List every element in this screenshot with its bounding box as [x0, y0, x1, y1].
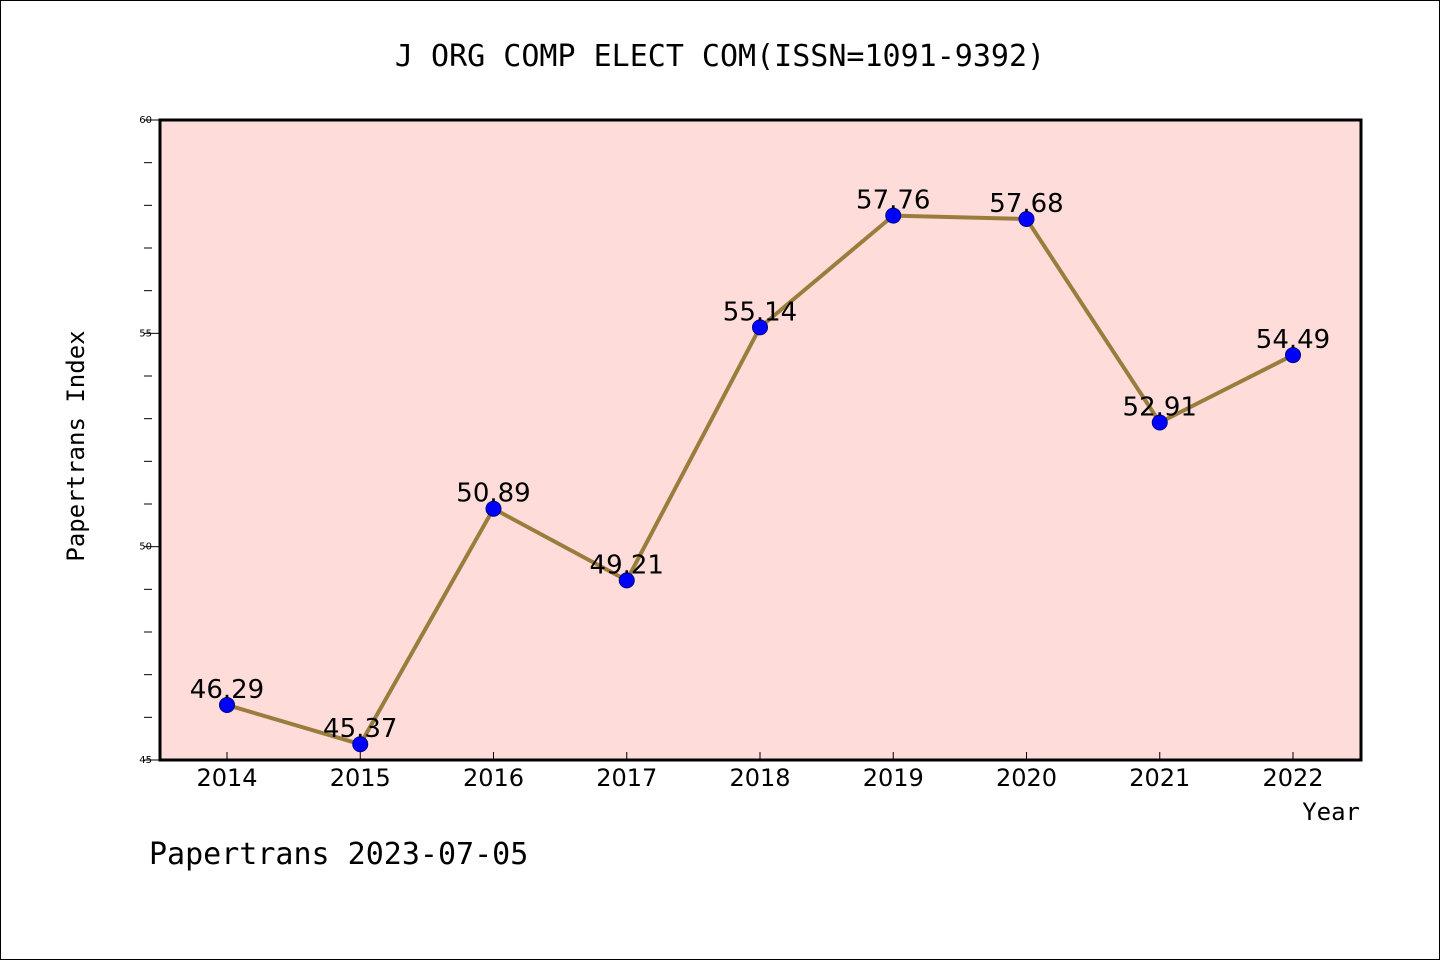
x-tick-label: 2015 — [330, 764, 391, 792]
x-tick-label: 2019 — [863, 764, 924, 792]
plot-border — [158, 118, 1363, 762]
data-point-marker — [1285, 347, 1301, 364]
y-axis-label: Papertrans Index — [62, 330, 90, 561]
x-tick-label: 2016 — [463, 764, 524, 792]
x-tick-label: 2021 — [1129, 764, 1190, 792]
y-tick-label: 45 — [139, 755, 152, 766]
data-point-label: 50.89 — [456, 479, 530, 509]
data-point-label: 54.49 — [1256, 325, 1330, 355]
chart-title: J ORG COMP ELECT COM(ISSN=1091-9392) — [395, 39, 1045, 74]
plot-area — [160, 120, 1361, 760]
data-point-marker — [1018, 210, 1035, 227]
x-tick-label: 2018 — [729, 764, 790, 792]
y-tick-label: 60 — [139, 115, 152, 126]
data-point-label: 57.76 — [856, 186, 930, 216]
y-minor-ticks — [144, 162, 152, 718]
data-point-marker — [752, 319, 768, 336]
data-point-label: 57.68 — [989, 189, 1063, 219]
data-point-label: 52.91 — [1123, 393, 1197, 423]
data-point-marker — [485, 500, 502, 517]
data-point-marker — [219, 696, 235, 713]
data-point-label: 55.14 — [723, 297, 797, 327]
data-point-label: 45.37 — [323, 714, 397, 744]
data-point-marker — [352, 736, 369, 753]
data-point-label: 46.29 — [190, 675, 264, 705]
y-tick-label: 55 — [139, 328, 152, 339]
x-tick-label: 2022 — [1262, 764, 1323, 792]
footer-date-note: Papertrans 2023-07-05 — [149, 837, 528, 872]
x-tick-label: 2020 — [996, 764, 1057, 792]
data-point-marker — [618, 572, 635, 589]
x-tick-label: 2017 — [596, 764, 657, 792]
data-labels: 46.29 45.37 50.89 49.21 55.14 57.76 57.68 52.91… — [190, 186, 1330, 745]
data-point-marker — [1151, 414, 1168, 431]
data-markers — [219, 207, 1301, 753]
data-point-label: 49.21 — [590, 550, 664, 580]
y-tick-label: 50 — [139, 542, 152, 553]
data-point-marker — [885, 207, 902, 224]
x-axis-ticks: 2014 2015 2016 2017 2018 2019 2020 2021 2022 — [196, 752, 1324, 792]
y-axis-ticks: 45 50 55 60 — [139, 115, 160, 766]
x-axis-label: Year — [1302, 798, 1360, 826]
x-tick-label: 2014 — [196, 764, 257, 792]
